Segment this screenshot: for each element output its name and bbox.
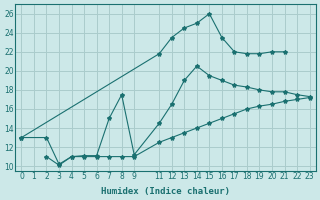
X-axis label: Humidex (Indice chaleur): Humidex (Indice chaleur) — [101, 187, 230, 196]
